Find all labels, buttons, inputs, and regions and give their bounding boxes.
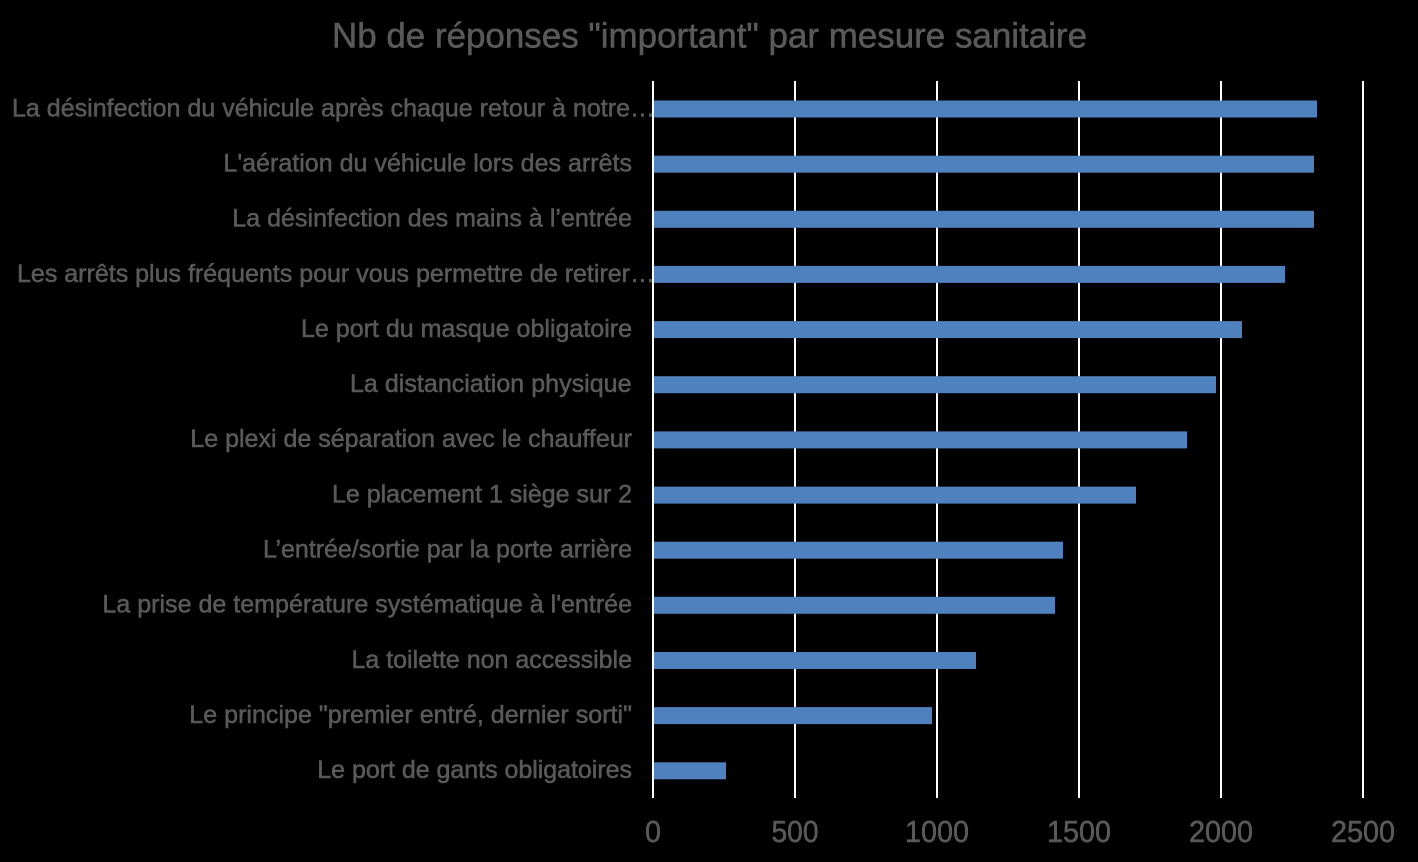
svg-text:500: 500 [772,814,819,849]
svg-text:0: 0 [645,814,661,849]
svg-text:Le placement 1 siège sur 2: Le placement 1 siège sur 2 [332,480,632,508]
svg-text:1000: 1000 [905,814,969,849]
svg-text:La désinfection des mains à l’: La désinfection des mains à l’entrée [232,205,632,233]
svg-text:Le port du masque obligatoire: Le port du masque obligatoire [301,315,632,343]
svg-text:Le plexi de séparation avec le: Le plexi de séparation avec le chauffeur [190,425,632,453]
svg-text:La prise de température systém: La prise de température systématique à l… [102,591,632,619]
svg-text:1500: 1500 [1047,814,1111,849]
svg-text:La distanciation physique: La distanciation physique [350,370,632,398]
svg-text:La toilette non accessible: La toilette non accessible [352,646,633,674]
svg-text:L’entrée/sortie par la porte a: L’entrée/sortie par la porte arrière [263,536,632,564]
svg-text:La désinfection du véhicule ap: La désinfection du véhicule après chaque… [12,94,655,122]
svg-text:L'aération du véhicule lors de: L'aération du véhicule lors des arrêts [223,150,632,178]
svg-text:Le principe "premier entré, de: Le principe "premier entré, dernier sort… [189,701,632,729]
svg-text:2000: 2000 [1189,814,1253,849]
svg-text:Le port de gants obligatoires: Le port de gants obligatoires [317,756,632,784]
svg-text:2500: 2500 [1331,814,1395,849]
svg-text:Nb de réponses "important" par: Nb de réponses "important" par mesure sa… [332,17,1087,56]
svg-text:Les arrêts plus fréquents pour: Les arrêts plus fréquents pour vous perm… [17,260,655,288]
